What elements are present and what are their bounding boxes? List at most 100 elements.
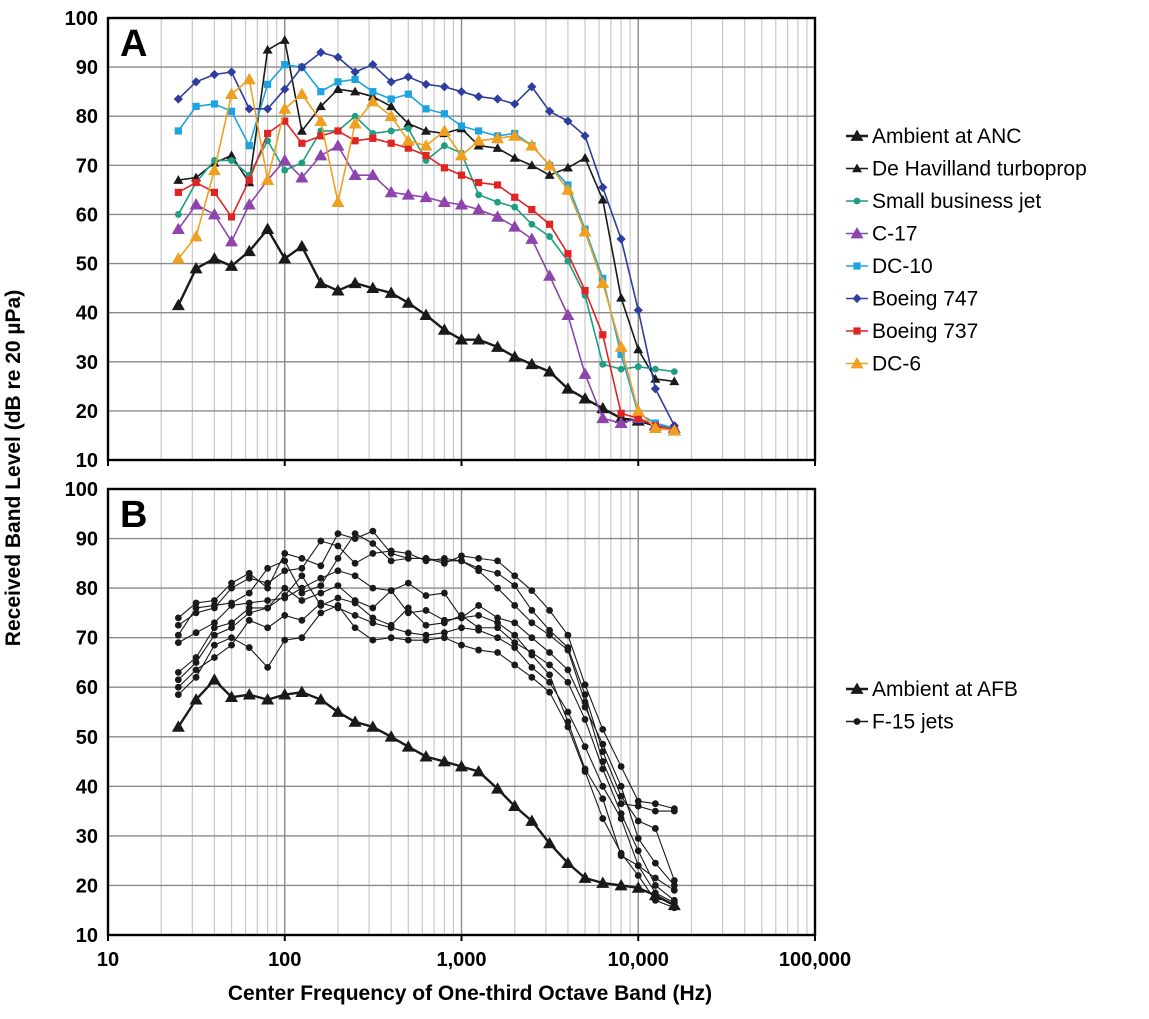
- panel-a-point-c-17: [278, 153, 292, 166]
- panel-a-point-small-business-jet: [351, 112, 359, 120]
- panel-b-point-series-9: [581, 768, 589, 775]
- panel-b-point-series-5: [617, 782, 625, 790]
- panel-a-point-dc-10: [264, 80, 272, 88]
- panel-b-point-f-15-jets: [317, 562, 325, 570]
- panel-a-point-dc-10: [351, 75, 359, 83]
- panel-b-legend-item-f-15-jets: F-15 jets: [846, 711, 954, 734]
- panel-a-point-c-17: [207, 207, 221, 220]
- panel-a-y-tick-label: 30: [76, 352, 98, 374]
- panel-a-point-c-17: [437, 195, 451, 208]
- panel-b-point-series-7: [440, 619, 448, 627]
- panel-a-point-dc-10: [227, 107, 236, 115]
- panel-b-point-series-6: [546, 671, 553, 679]
- panel-a-point-small-business-jet: [564, 257, 572, 265]
- panel-b-point-f-15-jets: [281, 550, 289, 557]
- panel-b-point-series-9: [369, 636, 377, 644]
- panel-a-point-boeing-747: [492, 94, 503, 104]
- panel-b-point-f-15-jets: [264, 584, 272, 592]
- panel-b-point-series-9: [617, 849, 625, 857]
- panel-a-point-de-havilland-turboprop: [509, 152, 520, 162]
- panel-a-line-ambient-at-anc: [177, 227, 675, 432]
- panel-a-point-small-business-jet: [617, 365, 625, 373]
- panel-a-y-tick-label: 40: [76, 303, 98, 325]
- panel-a-legend-item-dc-10: DC-10: [846, 255, 933, 278]
- panel-a-point-c-17: [419, 190, 433, 203]
- panel-b-point-series-5: [440, 589, 448, 597]
- panel-a-point-boeing-737: [511, 193, 519, 201]
- panel-a-point-de-havilland-turboprop: [403, 118, 414, 128]
- panel-a-point-de-havilland-turboprop: [597, 194, 608, 204]
- panel-a-point-c-17: [384, 185, 398, 198]
- panel-b-point-series-4: [317, 582, 325, 590]
- panel-a-point-dc-10: [404, 90, 412, 98]
- panel-a-point-de-havilland-turboprop: [386, 101, 397, 111]
- panel-a-point-c-17: [614, 416, 628, 429]
- panel-a-point-boeing-747: [456, 87, 467, 97]
- panel-b-point-series-5: [192, 629, 200, 637]
- panel-b-point-series-4: [404, 554, 412, 562]
- panel-b-point-series-9: [298, 634, 306, 642]
- panel-a-point-boeing-737: [192, 178, 200, 187]
- panel-b-point-series-4: [387, 557, 395, 565]
- frame-layer: [106, 16, 817, 941]
- panel-b-point-series-8: [581, 743, 589, 751]
- panel-a-point-dc-10: [369, 88, 377, 96]
- panel-a-point-c-17: [455, 198, 468, 210]
- panel-a-y-tick-label: 100: [65, 8, 98, 30]
- panel-b-point-f-15-jets: [634, 797, 642, 805]
- panel-b-point-series-9: [228, 634, 235, 642]
- panel-b-point-series-3: [511, 582, 519, 590]
- panel-a-point-dc-6: [207, 163, 221, 176]
- panel-b-point-series-5: [245, 599, 253, 607]
- panel-b-point-series-8: [528, 664, 536, 671]
- panel-b-point-series-3: [387, 547, 395, 555]
- panel-a-point-boeing-737: [317, 132, 325, 140]
- panel-b-point-series-7: [564, 678, 572, 686]
- panel-b-point-series-4: [264, 564, 272, 572]
- panel-b-point-ambient-at-afb: [261, 693, 275, 705]
- panel-b-point-f-15-jets: [298, 554, 306, 562]
- panel-a-point-ambient-at-anc: [578, 392, 592, 404]
- panel-a-legend-item-ambient-at-anc: Ambient at ANC: [846, 125, 1021, 148]
- panel-b-point-series-3: [334, 542, 342, 550]
- panel-a-point-dc-6: [225, 87, 239, 99]
- panel-b-point-series-6: [511, 631, 519, 639]
- panel-b-point-series-5: [670, 882, 678, 889]
- panel-b-point-series-4: [369, 540, 377, 547]
- panel-a-point-dc-6: [314, 114, 328, 127]
- panel-a-point-ambient-at-anc: [455, 333, 468, 345]
- panel-a-point-boeing-747: [244, 104, 254, 114]
- panel-a-legend-label: Small business jet: [872, 190, 1041, 213]
- panel-a-legend-label: DC-10: [872, 255, 933, 278]
- panel-a-point-ambient-at-anc: [295, 239, 309, 252]
- x-tick-label: 1,000: [436, 949, 486, 971]
- panel-a-point-dc-6: [384, 109, 398, 122]
- panel-b-line-series-3: [178, 540, 675, 881]
- panel-b-point-series-5: [351, 572, 359, 580]
- panel-b-point-f-15-jets: [475, 554, 483, 562]
- panel-b-point-series-5: [317, 574, 325, 582]
- panel-b-point-ambient-at-afb: [189, 693, 203, 705]
- panel-a-legend-label: Ambient at ANC: [872, 125, 1021, 148]
- panel-a-point-de-havilland-turboprop: [562, 162, 573, 172]
- panel-b-point-series-3: [369, 550, 377, 557]
- panel-b-point-series-9: [475, 646, 483, 654]
- panel-b-point-series-7: [528, 649, 536, 656]
- panel-b-point-series-4: [211, 602, 218, 609]
- panel-b-y-tick-label: 80: [76, 578, 98, 600]
- panel-b-point-series-8: [264, 624, 272, 632]
- panel-b-point-ambient-at-afb: [171, 720, 185, 732]
- panel-a-point-small-business-jet: [440, 142, 448, 150]
- panel-b-point-series-8: [387, 624, 395, 632]
- panel-b-point-ambient-at-afb: [508, 799, 522, 812]
- panel-b-point-ambient-at-afb: [525, 814, 539, 826]
- panel-b-point-series-3: [617, 792, 625, 800]
- panel-b-point-series-5: [264, 597, 272, 604]
- panel-a-point-small-business-jet: [670, 368, 678, 375]
- panel-b-point-f-15-jets: [511, 572, 519, 580]
- panel-b-point-series-4: [617, 800, 625, 808]
- panel-b-point-series-5: [581, 703, 589, 711]
- panel-b-point-ambient-at-afb: [295, 685, 309, 698]
- panel-b-point-series-8: [351, 611, 359, 619]
- panel-b-y-tick-label: 70: [76, 628, 98, 650]
